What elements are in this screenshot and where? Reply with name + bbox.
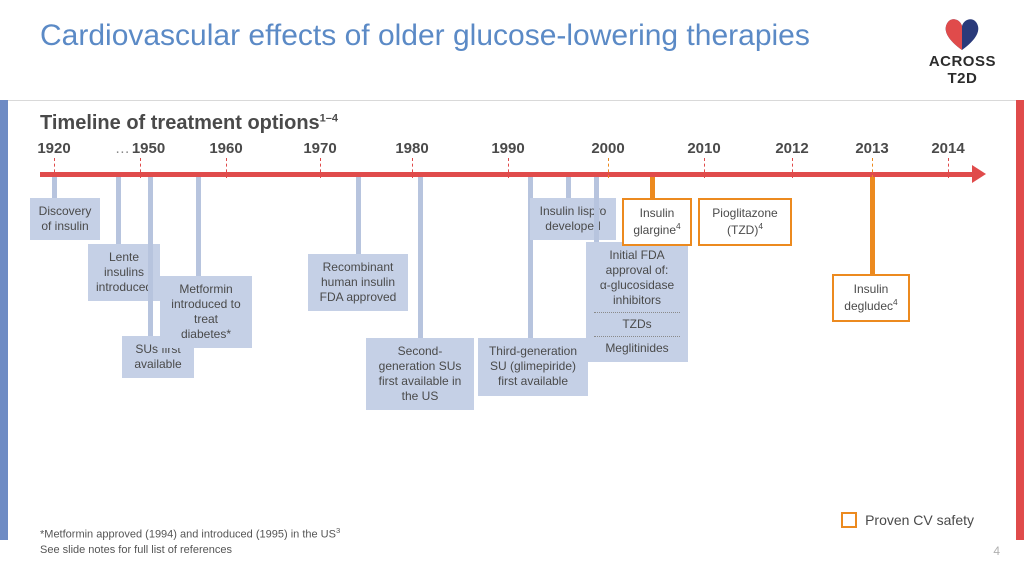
year-tick <box>226 158 227 178</box>
heart-icon <box>940 16 984 52</box>
event-connector <box>650 177 655 199</box>
event-connector <box>566 177 571 199</box>
year-tick <box>54 158 55 178</box>
timeline: 1920 …1950 1960 1970 1980 1990 2000 2010 2012 201… <box>40 140 984 500</box>
event-connector <box>418 177 423 339</box>
year-label: 2014 <box>931 140 964 157</box>
event-connector <box>356 177 361 255</box>
year-tick <box>872 158 873 178</box>
subtitle-text: Timeline of treatment options <box>40 112 320 134</box>
event-connector <box>870 177 875 275</box>
year-label: 2000 <box>591 140 624 157</box>
year-tick <box>508 158 509 178</box>
brand-logo: ACROSS T2D <box>929 16 996 86</box>
legend-swatch <box>841 512 857 528</box>
event-box-metformin: Metformin introduced to treat diabetes* <box>160 276 252 348</box>
event-connector <box>116 177 121 245</box>
year-tick <box>704 158 705 178</box>
event-box-glargine: Insulin glargine4 <box>622 198 692 246</box>
year-label: 2012 <box>775 140 808 157</box>
footnote-1: *Metformin approved (1994) and introduce… <box>40 526 340 543</box>
year-label: 1920 <box>37 140 70 157</box>
year-tick <box>320 158 321 178</box>
year-label: 1980 <box>395 140 428 157</box>
footnotes: *Metformin approved (1994) and introduce… <box>40 526 340 558</box>
right-accent-bar <box>1016 100 1024 540</box>
year-label: 1970 <box>303 140 336 157</box>
year-label: 1960 <box>209 140 242 157</box>
event-box-recomb: Recombinant human insulin FDA approved <box>308 254 408 311</box>
logo-text-2: T2D <box>929 71 996 86</box>
slide: Cardiovascular effects of older glucose-… <box>0 0 1024 576</box>
timeline-axis <box>40 172 980 177</box>
event-box-degludec: Insulin degludec4 <box>832 274 910 322</box>
year-tick <box>140 158 141 178</box>
event-box-insulin: Discovery of insulin <box>30 198 100 240</box>
event-connector <box>148 177 153 337</box>
timeline-arrow-icon <box>972 165 986 183</box>
event-box-second-su: Second-generation SUs first available in… <box>366 338 474 410</box>
legend: Proven CV safety <box>841 512 974 528</box>
logo-text-1: ACROSS <box>929 54 996 69</box>
slide-title: Cardiovascular effects of older glucose-… <box>40 18 810 54</box>
year-tick <box>792 158 793 178</box>
event-box-fda: Initial FDA approval of:α-glucosidase in… <box>586 242 688 362</box>
year-tick <box>948 158 949 178</box>
event-box-lispro: Insulin lispro developed <box>530 198 616 240</box>
header-rule <box>8 100 1024 101</box>
event-connector <box>196 177 201 277</box>
event-box-third-su: Third-generation SU (glimepiride) first … <box>478 338 588 396</box>
legend-label: Proven CV safety <box>865 512 974 528</box>
year-label: …1950 <box>115 140 165 157</box>
page-number: 4 <box>993 544 1000 558</box>
event-connector <box>52 177 57 199</box>
year-label: 2013 <box>855 140 888 157</box>
subtitle: Timeline of treatment options1–4 <box>40 112 338 135</box>
left-accent-bar <box>0 100 8 540</box>
event-box-pioglitazone: Pioglitazone (TZD)4 <box>698 198 792 246</box>
year-label: 1990 <box>491 140 524 157</box>
footnote-2: See slide notes for full list of referen… <box>40 543 340 558</box>
subtitle-sup: 1–4 <box>320 112 338 124</box>
year-tick <box>412 158 413 178</box>
year-label: 2010 <box>687 140 720 157</box>
event-connector <box>594 177 599 243</box>
year-tick <box>608 158 609 178</box>
